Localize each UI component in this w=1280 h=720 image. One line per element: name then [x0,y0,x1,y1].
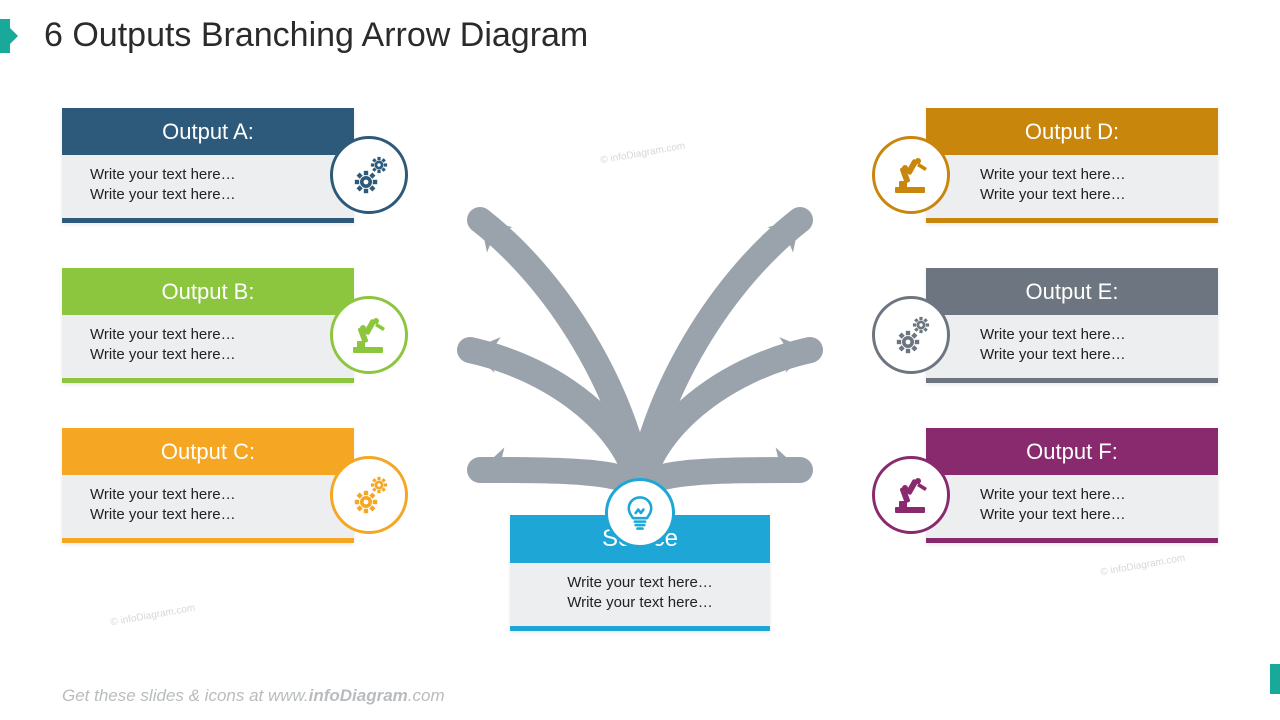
output-line2-f: Write your text here… [980,505,1200,525]
output-line2-a: Write your text here… [90,185,336,205]
output-line2-c: Write your text here… [90,505,336,525]
output-line2-b: Write your text here… [90,345,336,365]
output-card-f: Output F: Write your text here… Write yo… [926,428,1218,543]
source-icon-circle [605,478,675,548]
footer-prefix: Get these slides & icons at www. [62,686,309,705]
output-line2-e: Write your text here… [980,345,1200,365]
output-line1-e: Write your text here… [980,325,1200,345]
watermark: © infoDiagram.com [600,141,686,167]
output-body-d: Write your text here… Write your text he… [926,155,1218,218]
output-body-c: Write your text here… Write your text he… [62,475,354,538]
footer-suffix: .com [408,686,445,705]
output-body-e: Write your text here… Write your text he… [926,315,1218,378]
footer-credit: Get these slides & icons at www.infoDiag… [62,686,445,706]
output-line1-d: Write your text here… [980,165,1200,185]
output-body-a: Write your text here… Write your text he… [62,155,354,218]
branching-arrows [440,170,840,510]
output-card-d: Output D: Write your text here… Write yo… [926,108,1218,223]
output-title-b: Output B: [62,268,354,315]
robot-icon [872,456,950,534]
title-bar: 6 Outputs Branching Arrow Diagram [0,16,588,55]
gears-icon [330,136,408,214]
output-underline-a [62,218,354,223]
output-line2-d: Write your text here… [980,185,1200,205]
output-card-b: Output B: Write your text here… Write yo… [62,268,354,383]
output-line1-c: Write your text here… [90,485,336,505]
output-body-b: Write your text here… Write your text he… [62,315,354,378]
output-underline-b [62,378,354,383]
output-card-a: Output A: Write your text here… Write yo… [62,108,354,223]
output-title-e: Output E: [926,268,1218,315]
output-card-c: Output C: Write your text here… Write yo… [62,428,354,543]
source-line2: Write your text here… [528,593,752,613]
output-underline-c [62,538,354,543]
output-underline-f [926,538,1218,543]
robot-icon [872,136,950,214]
gears-icon [330,456,408,534]
title-accent [0,19,10,53]
output-line1-a: Write your text here… [90,165,336,185]
page-title: 6 Outputs Branching Arrow Diagram [44,16,588,55]
source-line1: Write your text here… [528,573,752,593]
watermark: © infoDiagram.com [1100,553,1186,579]
gears-icon [872,296,950,374]
output-line1-b: Write your text here… [90,325,336,345]
output-underline-e [926,378,1218,383]
output-title-f: Output F: [926,428,1218,475]
footer-bold: infoDiagram [309,686,408,705]
output-line1-f: Write your text here… [980,485,1200,505]
output-body-f: Write your text here… Write your text he… [926,475,1218,538]
output-title-a: Output A: [62,108,354,155]
output-underline-d [926,218,1218,223]
source-body: Write your text here… Write your text he… [510,563,770,626]
source-underline [510,626,770,631]
corner-accent [1270,664,1280,694]
watermark: © infoDiagram.com [110,603,196,629]
output-card-e: Output E: Write your text here… Write yo… [926,268,1218,383]
output-title-d: Output D: [926,108,1218,155]
output-title-c: Output C: [62,428,354,475]
robot-icon [330,296,408,374]
